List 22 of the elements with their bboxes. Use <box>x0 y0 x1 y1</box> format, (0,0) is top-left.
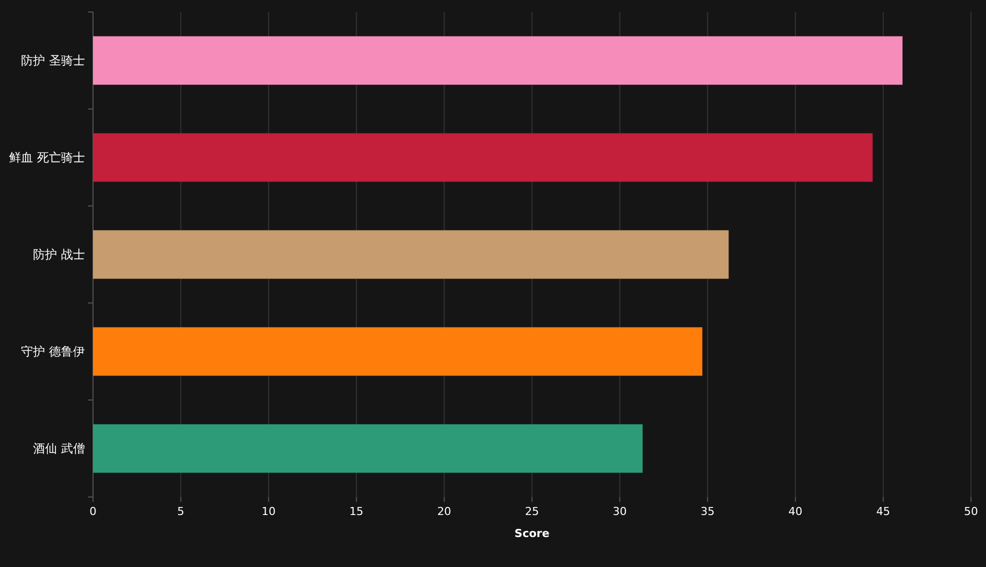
x-axis-title: Score <box>514 527 550 540</box>
y-tick-label: 鲜血 死亡骑士 <box>9 150 85 165</box>
x-tick-label: 20 <box>437 505 452 518</box>
x-tick-label: 50 <box>964 505 978 518</box>
y-tick-label: 守护 德鲁伊 <box>21 344 85 359</box>
x-tick-label: 25 <box>525 505 539 518</box>
bar <box>93 36 903 85</box>
bar <box>93 230 729 279</box>
y-tick-label: 防护 战士 <box>33 248 85 262</box>
y-tick-label: 酒仙 武僧 <box>33 442 85 456</box>
x-tick-label: 5 <box>177 505 184 518</box>
x-tick-label: 0 <box>90 505 96 518</box>
x-tick-label: 10 <box>262 505 276 518</box>
x-tick-label: 15 <box>349 505 364 518</box>
x-tick-label: 30 <box>612 505 627 518</box>
y-tick-label: 防护 圣骑士 <box>21 54 85 68</box>
x-tick-label: 40 <box>788 505 802 518</box>
bar <box>93 133 873 182</box>
x-tick-label: 35 <box>700 505 715 518</box>
x-tick-label: 45 <box>876 505 890 518</box>
bar <box>93 327 702 376</box>
bar <box>93 424 643 473</box>
